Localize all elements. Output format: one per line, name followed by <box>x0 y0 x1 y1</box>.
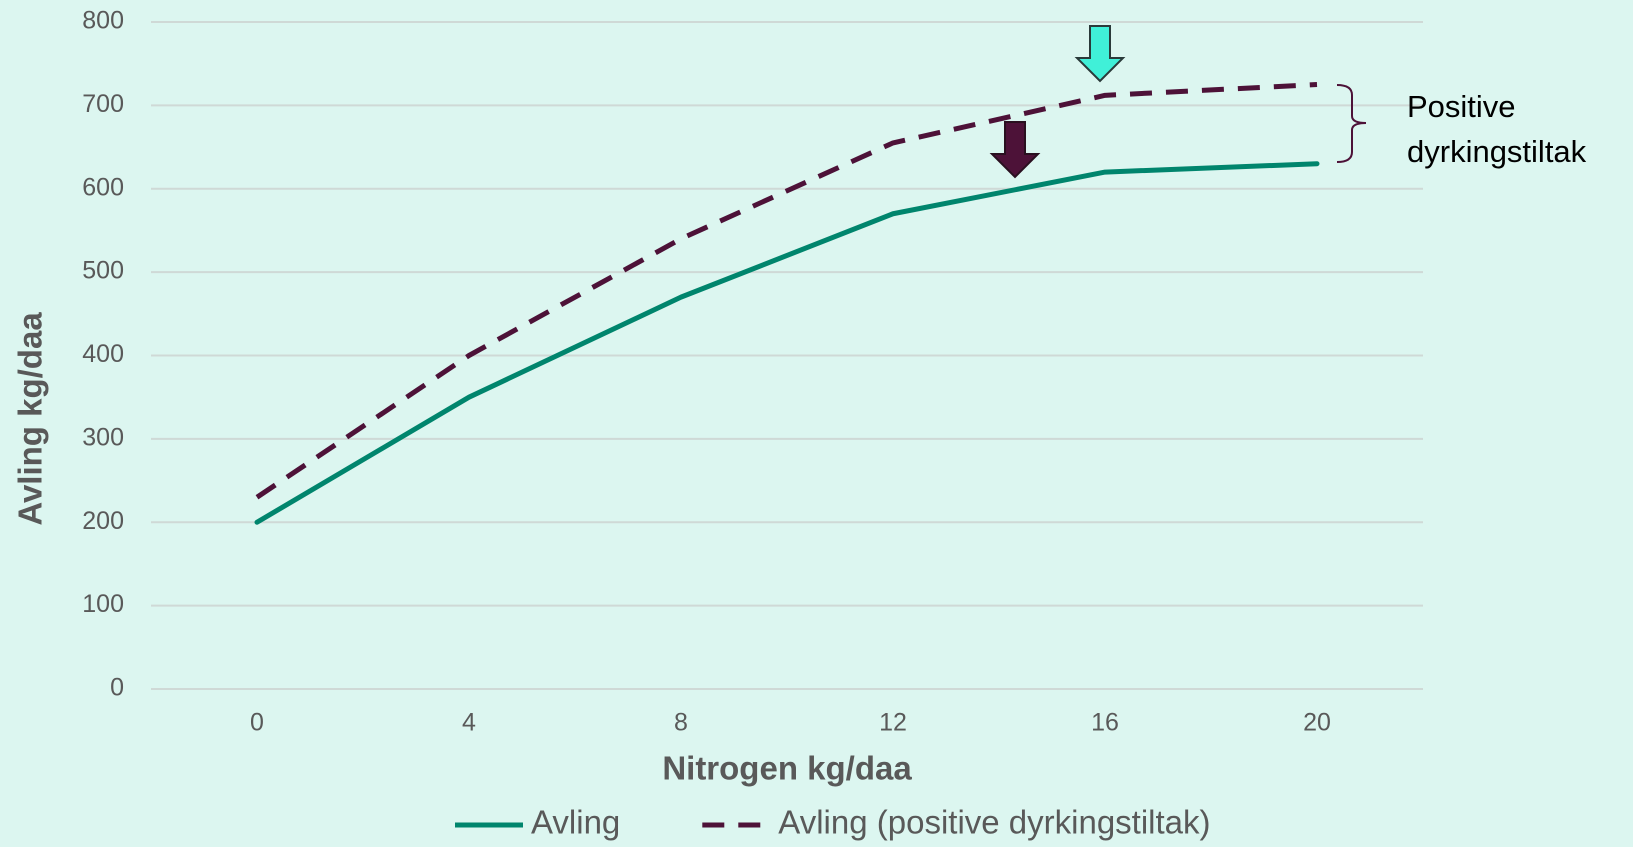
series-line <box>254 161 1320 525</box>
series-line <box>255 82 1318 500</box>
y-tick-label: 100 <box>82 590 124 618</box>
legend-label: Avling (positive dyrkingstiltak) <box>778 804 1210 841</box>
y-tick-label: 600 <box>82 173 124 201</box>
arrow-dark <box>989 121 1041 179</box>
y-tick-label: 800 <box>82 7 124 35</box>
y-tick-label: 0 <box>110 674 124 702</box>
annotation-line: Positive <box>1407 89 1516 124</box>
y-tick-label: 500 <box>82 257 124 285</box>
y-tick-label: 200 <box>82 507 124 535</box>
x-tick-label: 12 <box>879 709 907 737</box>
bracket <box>1336 84 1367 163</box>
y-tick-label: 400 <box>82 340 124 368</box>
x-axis-title: Nitrogen kg/daa <box>662 750 912 787</box>
x-tick-label: 4 <box>462 709 476 737</box>
x-tick-label: 0 <box>250 709 264 737</box>
plot-area: 0 100 200 300 400 500 600 700 800 0 4 8 12 16 20 <box>82 7 1423 737</box>
y-tick-label: 300 <box>82 423 124 451</box>
x-tick-label: 8 <box>674 709 688 737</box>
y-tick-label: 700 <box>82 90 124 118</box>
legend-label: Avling <box>531 804 620 841</box>
annotation-line: dyrkingstiltak <box>1407 134 1587 169</box>
x-tick-label: 16 <box>1091 709 1119 737</box>
arrow-teal <box>1074 25 1126 83</box>
y-axis-title: Avling kg/daa <box>12 312 49 526</box>
x-tick-label: 20 <box>1303 709 1331 737</box>
